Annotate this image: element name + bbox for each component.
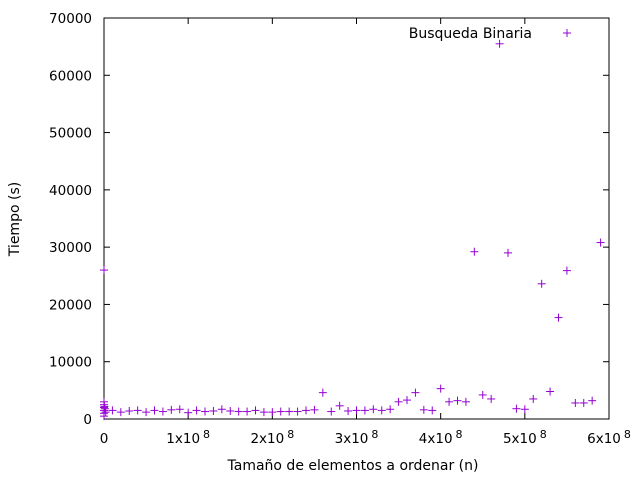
data-point: [142, 408, 151, 417]
data-point: [100, 266, 108, 275]
legend-marker: [563, 29, 571, 37]
data-point: [150, 406, 159, 415]
data-point: [243, 407, 252, 416]
y-tick-label: 10000: [49, 355, 92, 371]
x-axis: 0 1x10 8 2x10 8 3x10 8 4x10 8 5x10 8 6x10 8: [100, 18, 631, 447]
y-tick-label: 20000: [49, 297, 92, 313]
y-tick-label: 70000: [49, 11, 92, 27]
data-point: [512, 404, 521, 413]
x-tick-label: 3x10 8: [335, 428, 379, 447]
data-point: [394, 397, 403, 406]
y-tick-label: 0: [83, 412, 92, 428]
data-point: [546, 387, 555, 396]
y-tick-label: 60000: [49, 68, 92, 84]
y-tick-label: 50000: [49, 126, 92, 142]
x-tick-label: 6x10 8: [587, 428, 631, 447]
data-point: [116, 408, 125, 417]
data-point: [158, 407, 167, 416]
data-point: [596, 238, 605, 247]
data-point: [251, 406, 260, 415]
data-point: [184, 408, 193, 417]
data-point: [588, 396, 597, 405]
data-point: [234, 407, 243, 416]
data-point: [411, 388, 420, 397]
data-point: [504, 248, 512, 257]
data-point: [100, 412, 108, 421]
data-point: [520, 405, 529, 414]
data-point: [562, 266, 571, 275]
data-point: [108, 406, 117, 415]
data-point: [428, 406, 437, 415]
data-points: [100, 39, 605, 421]
data-point: [192, 406, 201, 415]
data-point: [318, 388, 327, 397]
data-point: [478, 390, 487, 399]
x-axis-title: Tamaño de elementos a ordenar (n): [227, 458, 479, 474]
x-tick-label: 1x10 8: [166, 428, 210, 447]
data-point: [327, 407, 336, 416]
data-point: [369, 405, 378, 414]
data-point: [125, 406, 134, 415]
data-point: [101, 408, 110, 417]
data-point: [453, 396, 462, 405]
data-point: [579, 398, 588, 407]
data-point: [487, 394, 496, 403]
data-point: [436, 384, 445, 393]
x-tick-label: 5x10 8: [503, 428, 547, 447]
x-tick-exponent: 8: [624, 428, 631, 441]
data-point: [259, 408, 268, 417]
data-point: [268, 408, 277, 417]
data-point: [360, 406, 369, 415]
data-point: [403, 396, 411, 405]
x-tick-exponent: 8: [456, 428, 463, 441]
plot-frame: [103, 17, 610, 420]
x-tick-label: 4x10 8: [419, 428, 463, 447]
legend-label: Busqueda Binaria: [409, 26, 532, 42]
data-point: [175, 405, 184, 414]
data-point: [554, 313, 563, 322]
data-point: [352, 406, 361, 415]
data-point: [310, 405, 319, 414]
x-tick-exponent: 8: [203, 428, 210, 441]
data-point: [100, 404, 109, 413]
data-point: [377, 406, 386, 415]
x-tick-label: 2x10 8: [250, 428, 294, 447]
data-point: [217, 405, 226, 414]
data-point: [470, 247, 479, 256]
data-point: [167, 405, 176, 414]
data-point: [419, 405, 428, 414]
x-tick-exponent: 8: [371, 428, 378, 441]
legend: Busqueda Binaria: [409, 26, 571, 42]
x-tick-exponent: 8: [540, 428, 547, 441]
data-point: [293, 407, 302, 416]
x-tick-label: 0: [100, 431, 109, 447]
data-point: [209, 406, 218, 415]
data-point: [571, 398, 580, 407]
data-point: [133, 406, 142, 415]
data-point: [226, 406, 235, 415]
data-point: [335, 401, 344, 410]
data-point: [461, 397, 470, 406]
data-point: [276, 407, 285, 416]
data-point: [302, 406, 310, 415]
data-point: [445, 397, 454, 406]
x-tick-exponent: 8: [287, 428, 294, 441]
data-point: [386, 405, 395, 414]
data-point: [201, 407, 209, 416]
y-tick-label: 40000: [49, 183, 92, 199]
y-axis-title: Tiempo (s): [7, 182, 23, 257]
data-point: [529, 394, 538, 403]
y-tick-label: 30000: [49, 240, 92, 256]
data-point: [344, 406, 353, 415]
y-axis: 0 10000 20000 30000 40000 50000 60000 70000: [49, 11, 609, 428]
data-point: [537, 279, 546, 288]
data-point: [285, 407, 294, 416]
data-point: [495, 39, 504, 48]
